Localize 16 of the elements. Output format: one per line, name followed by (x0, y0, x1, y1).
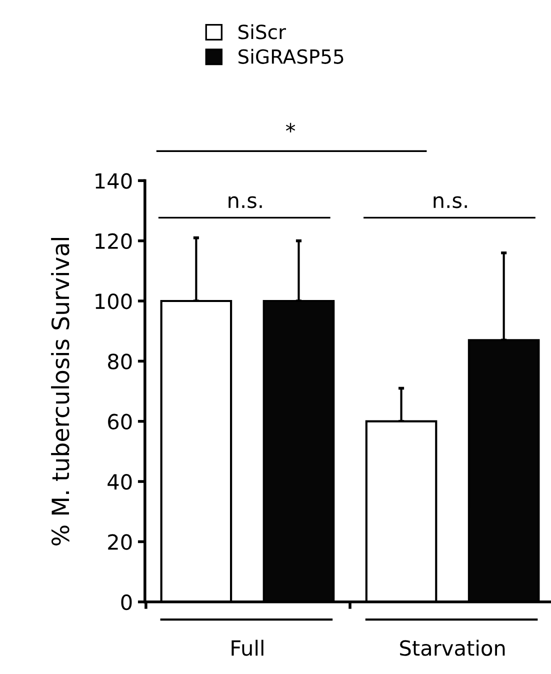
x-tick-label: Starvation (400, 640, 505, 656)
y-tick-label: 120 (96, 233, 132, 250)
y-tick-label: 80 (108, 354, 132, 370)
y-axis-title: % M. tuberculosis Survival (51, 238, 70, 546)
y-tick-label: 20 (108, 534, 132, 550)
legend-label: SiGRASP55 (238, 48, 344, 64)
y-tick-label: 60 (108, 414, 132, 430)
y-tick-label: 140 (96, 173, 132, 189)
y-tick-label: 40 (108, 474, 132, 490)
annotation: n.s. (434, 196, 467, 208)
y-tick-label: 100 (96, 293, 132, 310)
annotation: n.s. (228, 196, 262, 208)
text: * (286, 122, 296, 132)
legend-label: SiScr (238, 24, 286, 40)
y-tick-label: 0 (121, 594, 132, 610)
x-tick-label: Full (232, 640, 264, 656)
